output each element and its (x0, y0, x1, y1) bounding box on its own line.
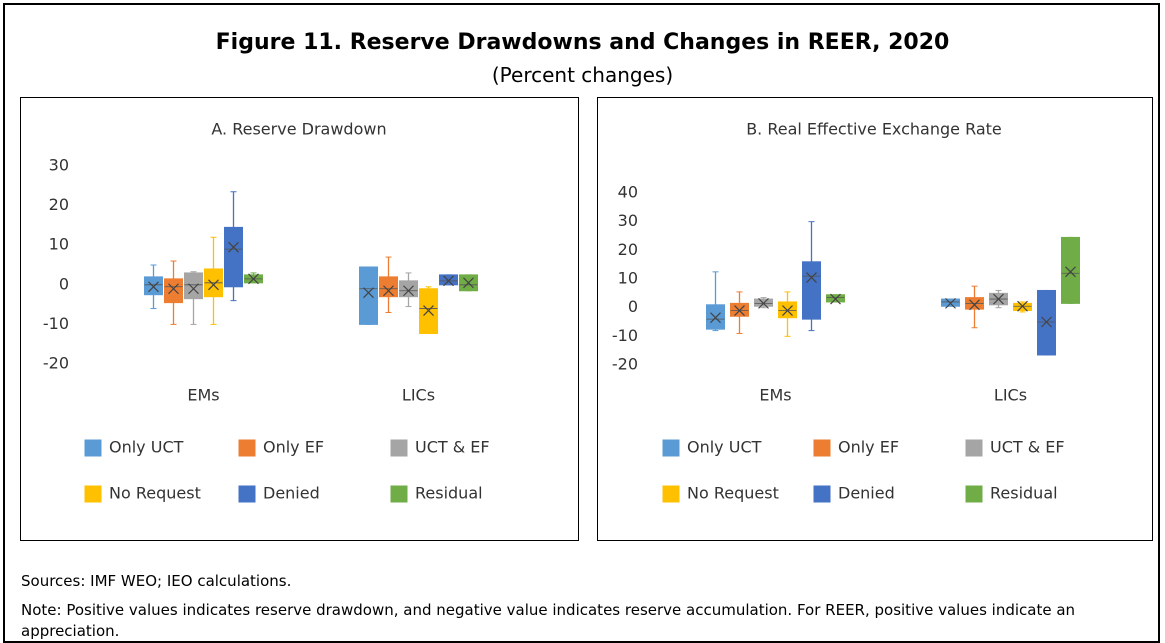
mean-marker (1065, 266, 1076, 278)
mean-marker (782, 305, 793, 316)
box (184, 272, 203, 300)
box (1061, 236, 1080, 304)
y-tick-label: 30 (49, 156, 69, 175)
y-tick-label: 20 (49, 195, 69, 214)
y-tick-label: -20 (43, 354, 69, 373)
mean-marker (248, 273, 259, 285)
figure-title: Figure 11. Reserve Drawdowns and Changes… (215, 30, 950, 55)
mean-marker (969, 299, 980, 311)
legend-label: Only EF (838, 438, 899, 457)
legend-swatch (965, 439, 983, 457)
box (439, 274, 458, 286)
legend-swatch (84, 439, 102, 457)
legend-label: Only EF (263, 438, 324, 457)
y-tick-label: -10 (612, 326, 638, 345)
y-tick-label: 0 (59, 274, 69, 293)
box (144, 276, 163, 296)
mean-marker (208, 279, 219, 291)
y-tick-label: -20 (612, 355, 638, 374)
box (802, 261, 821, 320)
y-tick-label: -10 (43, 314, 69, 333)
legend-swatch (238, 439, 256, 457)
panel: A. Reserve Drawdown -20 -10 0 10 20 30 EMs LICs O… (20, 97, 579, 541)
mean-marker (1041, 316, 1052, 328)
box (399, 280, 418, 298)
x-tick-label: LICs (402, 386, 435, 405)
legend-label: No Request (109, 484, 201, 503)
mean-marker (423, 305, 434, 316)
legend-label: UCT & EF (415, 438, 490, 457)
legend-label: No Request (687, 484, 779, 503)
legend-label: Residual (415, 484, 483, 503)
legend-label: Denied (263, 484, 320, 503)
box (224, 226, 243, 288)
panel: B. Real Effective Exchange Rate -20 -10 0 10… (597, 97, 1153, 541)
mean-marker (403, 285, 414, 297)
mean-marker (734, 305, 745, 316)
legend-label: Only UCT (109, 438, 184, 457)
box (379, 276, 398, 298)
y-tick-label: 40 (618, 183, 638, 202)
legend-label: Only UCT (687, 438, 762, 457)
mean-marker (993, 293, 1004, 305)
mean-marker (168, 283, 179, 295)
sources: Sources: IMF WEO; IEO calculations. (21, 572, 292, 590)
mean-marker (945, 297, 956, 309)
y-tick-label: 20 (618, 240, 638, 259)
y-tick-label: 30 (618, 211, 638, 230)
panel-title: A. Reserve Drawdown (211, 120, 386, 139)
legend-swatch (238, 485, 256, 503)
legend-swatch (390, 439, 408, 457)
mean-marker (710, 312, 721, 324)
mean-marker (830, 293, 841, 305)
legend-label: Residual (990, 484, 1058, 503)
mean-marker (463, 277, 474, 289)
legend-swatch (662, 439, 680, 457)
legend-swatch (813, 485, 831, 503)
figure-subtitle: (Percent changes) (491, 63, 674, 87)
mean-marker (806, 272, 817, 283)
mean-marker (188, 283, 199, 295)
box (164, 278, 183, 304)
legend-label: UCT & EF (990, 438, 1065, 457)
legend-swatch (390, 485, 408, 503)
legend-swatch (965, 485, 983, 503)
panel-title: B. Real Effective Exchange Rate (746, 120, 1002, 139)
mean-marker (383, 285, 394, 297)
box (359, 266, 378, 325)
y-tick-label: 0 (628, 297, 638, 316)
y-tick-label: 10 (49, 235, 69, 254)
mean-marker (758, 297, 769, 309)
legend-label: Denied (838, 484, 895, 503)
mean-marker (148, 281, 159, 293)
x-tick-label: EMs (187, 386, 219, 405)
legend-swatch (813, 439, 831, 457)
legend-swatch (662, 485, 680, 503)
mean-marker (228, 241, 239, 253)
mean-marker (363, 287, 374, 299)
x-tick-label: LICs (994, 386, 1027, 405)
legend-swatch (84, 485, 102, 503)
x-tick-label: EMs (759, 386, 791, 405)
mean-marker (1017, 300, 1028, 312)
mean-marker (443, 275, 454, 287)
y-tick-label: 10 (618, 269, 638, 288)
